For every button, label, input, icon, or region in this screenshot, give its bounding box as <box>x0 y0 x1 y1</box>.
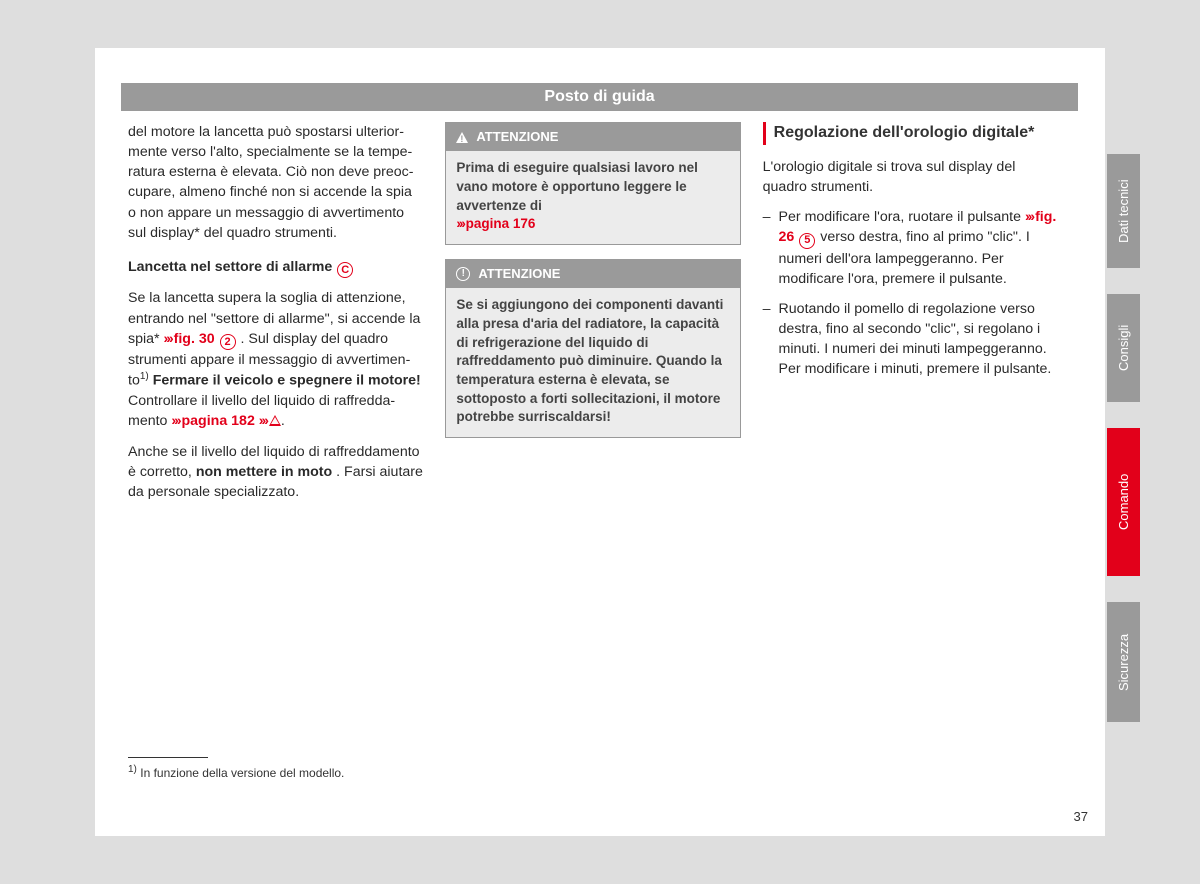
fig30-ref[interactable]: fig. 30 <box>174 331 215 347</box>
chevron-icon: ››› <box>1025 209 1035 225</box>
col1-p2c-bold: Fermare il veicolo e spegnere il motore! <box>153 373 421 389</box>
footnote-marker-1: 1) <box>140 371 149 382</box>
col3-b1b: verso destra, fino al primo "clic". I nu… <box>779 229 1030 287</box>
chevron-icon: ››› <box>259 413 269 429</box>
side-tabs: Dati tecnici Consigli Comando Sicurezza <box>1107 154 1140 748</box>
dash-icon: – <box>763 207 771 289</box>
col3-intro: L'orologio digitale si trova sul display… <box>763 157 1058 197</box>
att1-text: Prima di eseguire qualsiasi lavoro nel v… <box>456 160 698 212</box>
col3-b2-text: Ruotando il pomello di regolazione verso… <box>779 299 1058 380</box>
attention2-body: Se si aggiungono dei componenti davanti … <box>446 288 739 436</box>
column-3: Regolazione dell'orologio digitale* L'or… <box>763 122 1058 512</box>
warning-triangle-icon <box>269 415 281 426</box>
col1-para3: Anche se il livello del liquido di raffr… <box>128 442 423 502</box>
section-header: Posto di guida <box>121 83 1078 111</box>
section-header-text: Posto di guida <box>544 88 654 105</box>
chevron-icon: ››› <box>164 331 174 347</box>
chevron-icon: ››› <box>171 413 181 429</box>
attention1-header: ATTENZIONE <box>446 123 739 151</box>
footnote-text: In funzione della versione del modello. <box>140 766 344 780</box>
attention2-label: ATTENZIONE <box>478 265 560 283</box>
col3-b1a: Per modificare l'ora, ruotare il pulsant… <box>779 209 1025 225</box>
marker-c-icon: C <box>337 262 353 278</box>
column-2: ATTENZIONE Prima di eseguire qualsiasi l… <box>445 122 740 512</box>
attention-box-1: ATTENZIONE Prima di eseguire qualsiasi l… <box>445 122 740 245</box>
col1-para1: del motore la lancetta può spostarsi ult… <box>128 122 423 243</box>
info-circle-icon: ! <box>456 267 470 281</box>
fig30-num-icon: 2 <box>220 334 236 350</box>
attention2-header: ! ATTENZIONE <box>446 260 739 288</box>
tab-sicurezza[interactable]: Sicurezza <box>1107 602 1140 722</box>
page182-ref[interactable]: pagina 182 <box>182 413 255 429</box>
col1-subheading-text: Lancetta nel settore di allarme <box>128 259 332 275</box>
page176-ref[interactable]: pagina 176 <box>466 216 536 231</box>
footnote: 1) In funzione della versione del modell… <box>128 764 344 780</box>
col3-bullet-1: – Per modificare l'ora, ruotare il pulsa… <box>763 207 1058 289</box>
col1-subheading: Lancetta nel settore di allarme C <box>128 257 423 279</box>
warning-triangle-icon <box>456 132 468 143</box>
tab-consigli[interactable]: Consigli <box>1107 294 1140 402</box>
col3-bullet-2: – Ruotando il pomello di regolazione ver… <box>763 299 1058 380</box>
attention1-label: ATTENZIONE <box>476 128 558 146</box>
attention-box-2: ! ATTENZIONE Se si aggiungono dei compon… <box>445 259 740 438</box>
chevron-icon: ››› <box>456 216 465 231</box>
footnote-rule <box>128 757 208 758</box>
attention1-body: Prima di eseguire qualsiasi lavoro nel v… <box>446 151 739 244</box>
tab-dati-tecnici[interactable]: Dati tecnici <box>1107 154 1140 268</box>
col1-p3b: non mettere in moto <box>196 464 332 480</box>
footnote-marker: 1) <box>128 764 137 775</box>
column-1: del motore la lancetta può spostarsi ult… <box>128 122 423 512</box>
page-number: 37 <box>1074 809 1088 824</box>
dash-icon: – <box>763 299 771 380</box>
tab-comando[interactable]: Comando <box>1107 428 1140 576</box>
fig26-num-icon: 5 <box>799 233 815 249</box>
col1-para2: Se la lancetta supera la soglia di atten… <box>128 288 423 431</box>
content-columns: del motore la lancetta può spostarsi ult… <box>128 122 1058 512</box>
col3-title: Regolazione dell'orologio digitale* <box>763 122 1058 145</box>
col3-b1-text: Per modificare l'ora, ruotare il pulsant… <box>779 207 1058 289</box>
